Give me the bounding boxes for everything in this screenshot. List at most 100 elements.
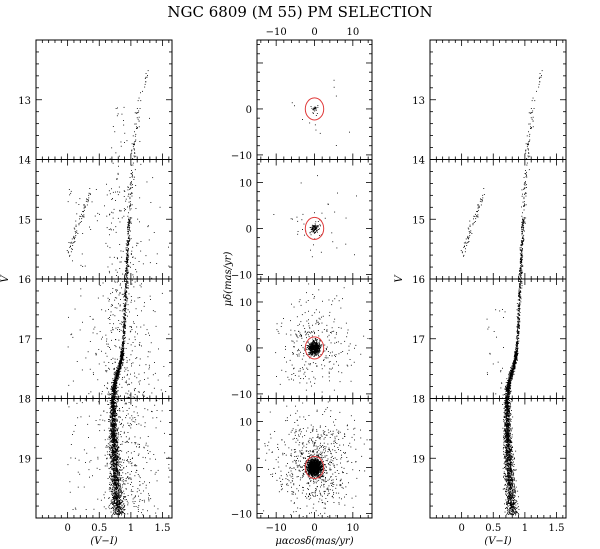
star-point xyxy=(101,350,102,352)
star-point xyxy=(99,419,101,421)
star-point xyxy=(134,394,136,395)
star-point xyxy=(115,484,117,486)
pm-point xyxy=(313,226,315,228)
star-point xyxy=(118,472,120,474)
star-point xyxy=(108,421,110,422)
star-point xyxy=(128,201,130,203)
star-point xyxy=(127,393,129,395)
star-point xyxy=(91,201,93,203)
star-point xyxy=(113,468,115,470)
star-point xyxy=(116,424,117,426)
star-point xyxy=(117,371,119,373)
star-point xyxy=(113,423,114,424)
star-point xyxy=(80,416,82,418)
star-point xyxy=(67,252,69,254)
star-point xyxy=(115,498,117,500)
star-point xyxy=(112,446,114,448)
star-point xyxy=(129,239,131,241)
star-point xyxy=(89,341,91,342)
star-point xyxy=(118,367,120,369)
star-point xyxy=(112,496,114,498)
star-point xyxy=(87,201,89,203)
star-point xyxy=(114,487,116,488)
star-point xyxy=(131,283,133,285)
star-point xyxy=(148,493,149,495)
star-point xyxy=(126,244,128,246)
star-point xyxy=(112,449,114,451)
star-point xyxy=(112,419,114,421)
star-point xyxy=(125,402,127,404)
star-point xyxy=(121,113,123,115)
star-point xyxy=(113,441,115,442)
star-point xyxy=(121,357,122,359)
star-point xyxy=(113,323,114,325)
star-point xyxy=(114,473,116,475)
star-point xyxy=(101,338,102,340)
star-point xyxy=(118,339,120,341)
star-point xyxy=(120,350,122,352)
star-point xyxy=(120,283,121,285)
star-point xyxy=(123,490,125,492)
star-point xyxy=(121,351,123,353)
star-point xyxy=(113,415,115,416)
y-tick-label: 14 xyxy=(18,156,31,167)
star-point xyxy=(77,471,79,473)
star-point xyxy=(98,363,100,365)
star-point xyxy=(107,388,108,390)
star-point xyxy=(118,367,119,369)
pm-point xyxy=(316,225,317,227)
star-point xyxy=(115,380,117,382)
pm-point xyxy=(313,351,315,353)
star-point xyxy=(113,431,115,433)
star-point xyxy=(116,501,118,503)
star-point xyxy=(149,351,151,353)
star-point xyxy=(118,492,120,493)
star-point xyxy=(113,368,114,370)
star-point xyxy=(109,347,110,348)
star-point xyxy=(70,334,72,336)
pm-point xyxy=(307,354,309,356)
star-point xyxy=(121,469,123,471)
star-point xyxy=(110,474,112,476)
star-point xyxy=(132,501,134,503)
pm-point xyxy=(316,348,317,350)
star-point xyxy=(156,480,158,482)
star-point xyxy=(115,453,117,455)
star-point xyxy=(103,494,105,496)
star-point xyxy=(127,495,129,496)
star-point xyxy=(112,401,114,403)
pm-point xyxy=(310,347,312,349)
star-point xyxy=(123,124,125,126)
star-point xyxy=(97,498,99,500)
star-point xyxy=(134,436,136,438)
star-point xyxy=(80,221,82,222)
star-point xyxy=(141,283,142,285)
pm-point xyxy=(316,347,318,348)
star-point xyxy=(116,494,118,495)
star-point xyxy=(124,304,126,306)
star-point xyxy=(114,131,116,133)
star-point xyxy=(126,275,128,277)
star-point xyxy=(137,218,139,220)
star-point xyxy=(111,433,113,435)
star-point xyxy=(112,469,114,471)
pm-point xyxy=(318,352,320,354)
star-point xyxy=(114,358,116,360)
star-point xyxy=(124,293,126,294)
star-point xyxy=(117,504,118,506)
star-point xyxy=(114,483,116,485)
star-point xyxy=(123,354,124,356)
star-point xyxy=(118,503,120,505)
star-point xyxy=(134,112,136,114)
star-point xyxy=(103,429,105,431)
star-point xyxy=(112,455,113,457)
star-point xyxy=(112,417,113,418)
pm-point xyxy=(345,217,347,219)
star-point xyxy=(116,380,118,382)
star-point xyxy=(145,484,147,486)
star-point xyxy=(131,193,133,194)
star-point xyxy=(130,217,131,219)
vpd-frame-1 xyxy=(256,39,373,160)
star-point xyxy=(127,229,129,230)
star-point xyxy=(117,510,119,512)
